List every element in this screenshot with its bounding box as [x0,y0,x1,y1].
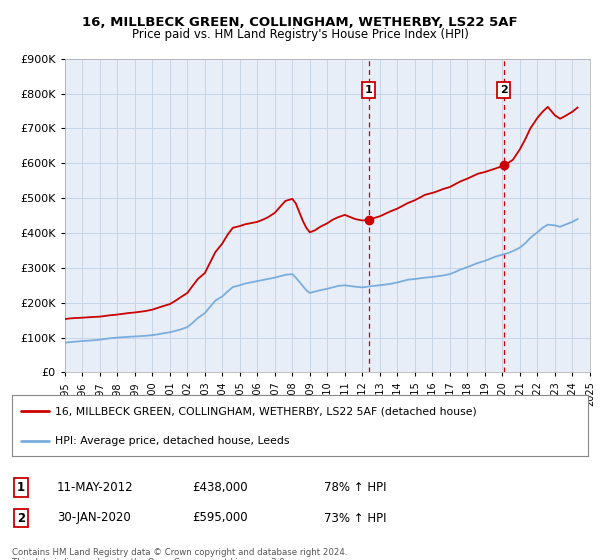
Text: 2: 2 [17,511,25,525]
Text: 11-MAY-2012: 11-MAY-2012 [57,480,134,494]
Text: Price paid vs. HM Land Registry's House Price Index (HPI): Price paid vs. HM Land Registry's House … [131,28,469,41]
Text: 30-JAN-2020: 30-JAN-2020 [57,511,131,525]
Text: 78% ↑ HPI: 78% ↑ HPI [324,480,386,494]
Text: 16, MILLBECK GREEN, COLLINGHAM, WETHERBY, LS22 5AF: 16, MILLBECK GREEN, COLLINGHAM, WETHERBY… [82,16,518,29]
Text: 1: 1 [17,480,25,494]
Text: 16, MILLBECK GREEN, COLLINGHAM, WETHERBY, LS22 5AF (detached house): 16, MILLBECK GREEN, COLLINGHAM, WETHERBY… [55,407,477,417]
Text: 1: 1 [365,85,373,95]
Text: 2: 2 [500,85,508,95]
Text: HPI: Average price, detached house, Leeds: HPI: Average price, detached house, Leed… [55,436,290,446]
Text: £438,000: £438,000 [192,480,248,494]
Text: £595,000: £595,000 [192,511,248,525]
Text: Contains HM Land Registry data © Crown copyright and database right 2024.
This d: Contains HM Land Registry data © Crown c… [12,548,347,560]
Text: 73% ↑ HPI: 73% ↑ HPI [324,511,386,525]
